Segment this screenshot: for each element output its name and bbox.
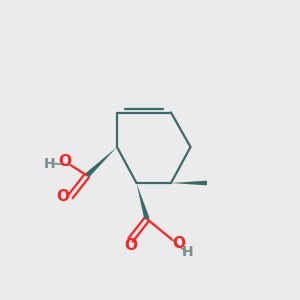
Text: H: H [44, 157, 55, 170]
Polygon shape [85, 147, 117, 178]
Polygon shape [171, 181, 207, 185]
Polygon shape [136, 183, 150, 220]
Text: H: H [182, 245, 193, 259]
Text: O: O [172, 236, 186, 250]
Text: O: O [124, 238, 137, 253]
Text: O: O [58, 154, 71, 169]
Text: O: O [56, 189, 70, 204]
